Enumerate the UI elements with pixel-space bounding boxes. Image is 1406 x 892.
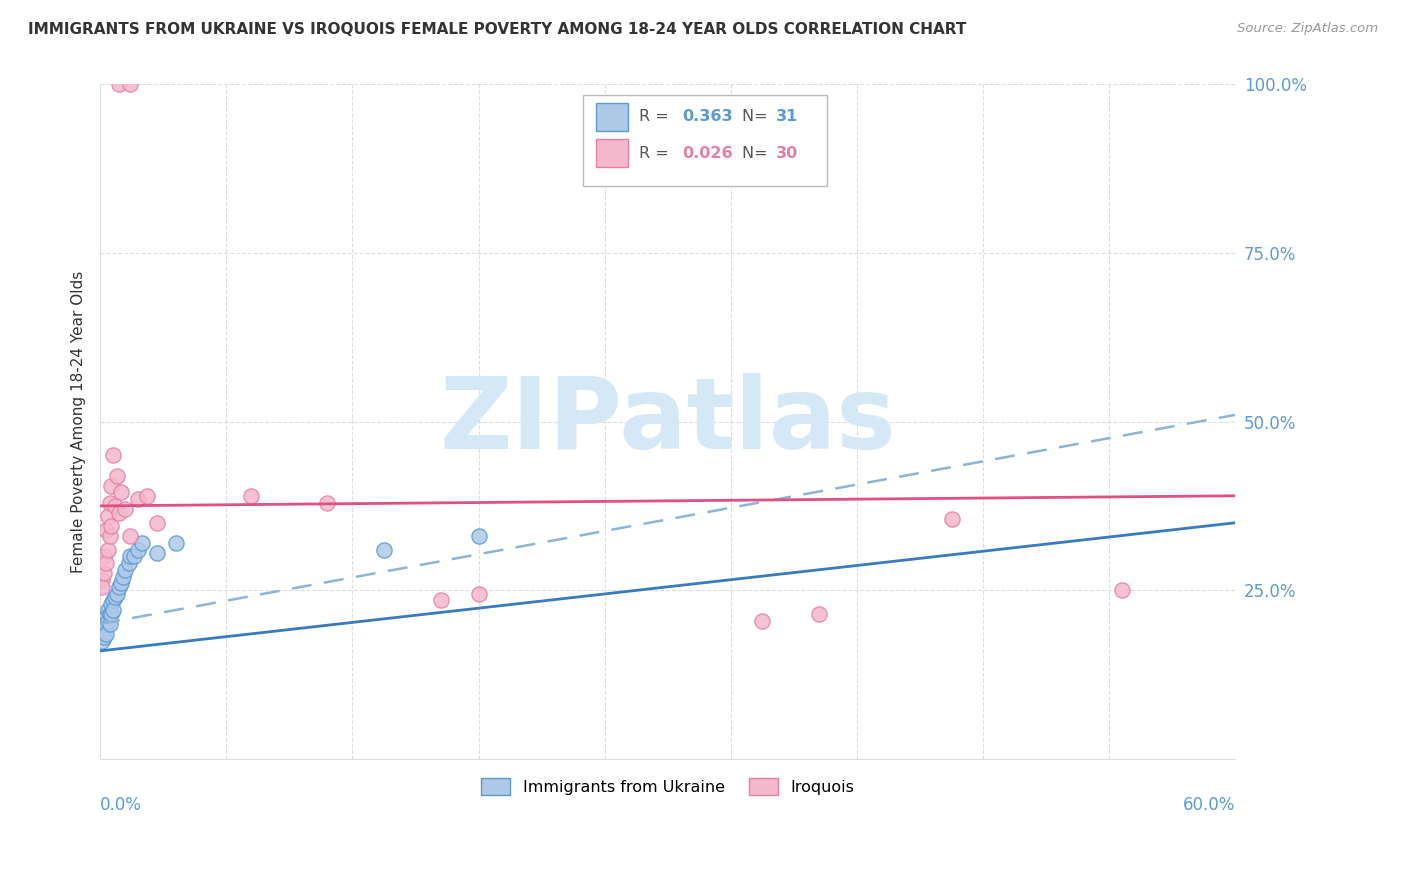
Point — [136, 489, 159, 503]
Point — [373, 542, 395, 557]
Point — [93, 549, 115, 564]
Point — [146, 546, 169, 560]
Point — [316, 495, 339, 509]
Point — [108, 506, 131, 520]
Point — [97, 542, 120, 557]
Point — [127, 492, 149, 507]
Point — [94, 610, 117, 624]
Point — [165, 536, 187, 550]
Text: 60.0%: 60.0% — [1182, 796, 1236, 814]
Point — [751, 614, 773, 628]
Text: 30: 30 — [776, 145, 797, 161]
Text: IMMIGRANTS FROM UKRAINE VS IROQUOIS FEMALE POVERTY AMONG 18-24 YEAR OLDS CORRELA: IMMIGRANTS FROM UKRAINE VS IROQUOIS FEMA… — [28, 22, 966, 37]
Point — [240, 489, 263, 503]
Point — [1111, 583, 1133, 598]
Point — [111, 570, 134, 584]
Point — [100, 597, 122, 611]
Point — [93, 631, 115, 645]
Point — [808, 607, 831, 621]
Point — [98, 529, 121, 543]
Point — [103, 448, 125, 462]
FancyBboxPatch shape — [582, 95, 827, 186]
Point — [98, 495, 121, 509]
Point — [91, 580, 114, 594]
Text: N=: N= — [741, 145, 772, 161]
Text: N=: N= — [741, 110, 772, 124]
Point — [114, 502, 136, 516]
Point — [110, 485, 132, 500]
Point — [91, 633, 114, 648]
Point — [97, 614, 120, 628]
Text: 0.026: 0.026 — [682, 145, 733, 161]
Point — [146, 516, 169, 530]
Point — [97, 603, 120, 617]
Point — [467, 529, 489, 543]
Legend: Immigrants from Ukraine, Iroquois: Immigrants from Ukraine, Iroquois — [475, 772, 860, 801]
Point — [91, 627, 114, 641]
Point — [108, 580, 131, 594]
Point — [103, 603, 125, 617]
Point — [120, 78, 142, 92]
Point — [131, 536, 153, 550]
Text: 0.0%: 0.0% — [100, 796, 142, 814]
Point — [127, 542, 149, 557]
FancyBboxPatch shape — [596, 103, 628, 131]
Point — [103, 593, 125, 607]
Point — [122, 549, 145, 564]
FancyBboxPatch shape — [596, 139, 628, 168]
Text: R =: R = — [640, 110, 675, 124]
Point — [97, 508, 120, 523]
Point — [104, 499, 127, 513]
Point — [110, 576, 132, 591]
Point — [105, 586, 128, 600]
Point — [93, 620, 115, 634]
Text: 0.363: 0.363 — [682, 110, 733, 124]
Point — [94, 627, 117, 641]
Point — [100, 478, 122, 492]
Point — [93, 566, 115, 581]
Y-axis label: Female Poverty Among 18-24 Year Olds: Female Poverty Among 18-24 Year Olds — [72, 270, 86, 573]
Point — [93, 616, 115, 631]
Text: R =: R = — [640, 145, 675, 161]
Point — [104, 590, 127, 604]
Point — [94, 556, 117, 570]
Point — [114, 563, 136, 577]
Point — [429, 593, 451, 607]
Text: Source: ZipAtlas.com: Source: ZipAtlas.com — [1237, 22, 1378, 36]
Point — [94, 523, 117, 537]
Point — [467, 586, 489, 600]
Point — [98, 616, 121, 631]
Point — [91, 573, 114, 587]
Point — [98, 607, 121, 621]
Text: 31: 31 — [776, 110, 797, 124]
Point — [120, 529, 142, 543]
Point — [94, 616, 117, 631]
Point — [120, 549, 142, 564]
Point — [100, 519, 122, 533]
Point — [117, 556, 139, 570]
Text: ZIPatlas: ZIPatlas — [439, 373, 896, 470]
Point — [941, 512, 963, 526]
Point — [108, 78, 131, 92]
Point — [105, 468, 128, 483]
Point — [100, 607, 122, 621]
